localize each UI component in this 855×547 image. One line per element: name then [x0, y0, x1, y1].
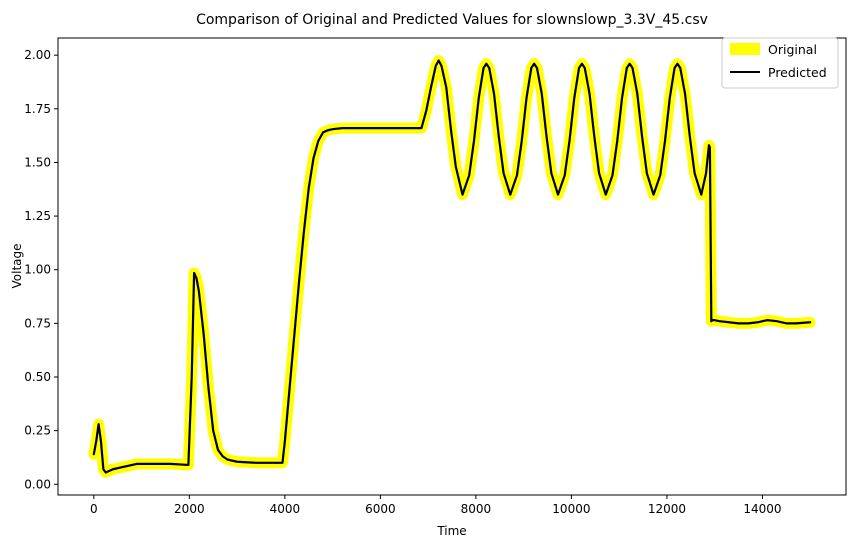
series-predicted-line	[92, 59, 812, 474]
chart-title: Comparison of Original and Predicted Val…	[196, 12, 708, 28]
y-axis-ticks: 0.00 0.25 0.50 0.75 1.00 1.25 1.50 1.75 2.00	[24, 48, 58, 491]
legend: Original Predicted	[721, 37, 839, 89]
y-tick-label: 0.00	[24, 477, 51, 491]
series-original-line	[88, 55, 816, 478]
x-tick-label: 8000	[461, 502, 492, 516]
y-tick-label: 1.75	[24, 102, 51, 116]
y-tick-label: 0.25	[24, 424, 51, 438]
y-tick-label: 0.75	[24, 316, 51, 330]
x-tick-label: 12000	[648, 502, 686, 516]
x-tick-label: 10000	[552, 502, 590, 516]
y-tick-label: 1.25	[24, 209, 51, 223]
x-tick-label: 14000	[743, 502, 781, 516]
x-tick-label: 2000	[174, 502, 205, 516]
plot-frame	[57, 37, 847, 496]
x-axis-label: Time	[436, 524, 466, 538]
legend-label-predicted: Predicted	[768, 65, 827, 80]
legend-label-original: Original	[768, 42, 817, 57]
y-tick-label: 2.00	[24, 48, 51, 62]
x-axis-ticks: 0 2000 4000 6000 8000 10000 12000 14000	[90, 495, 782, 516]
y-tick-label: 0.50	[24, 370, 51, 384]
y-tick-label: 1.50	[24, 155, 51, 169]
x-tick-label: 4000	[270, 502, 301, 516]
plot-area	[88, 55, 816, 478]
x-tick-label: 6000	[365, 502, 396, 516]
y-axis-label: Voltage	[10, 243, 24, 288]
x-tick-label: 0	[90, 502, 98, 516]
y-tick-label: 1.00	[24, 263, 51, 277]
